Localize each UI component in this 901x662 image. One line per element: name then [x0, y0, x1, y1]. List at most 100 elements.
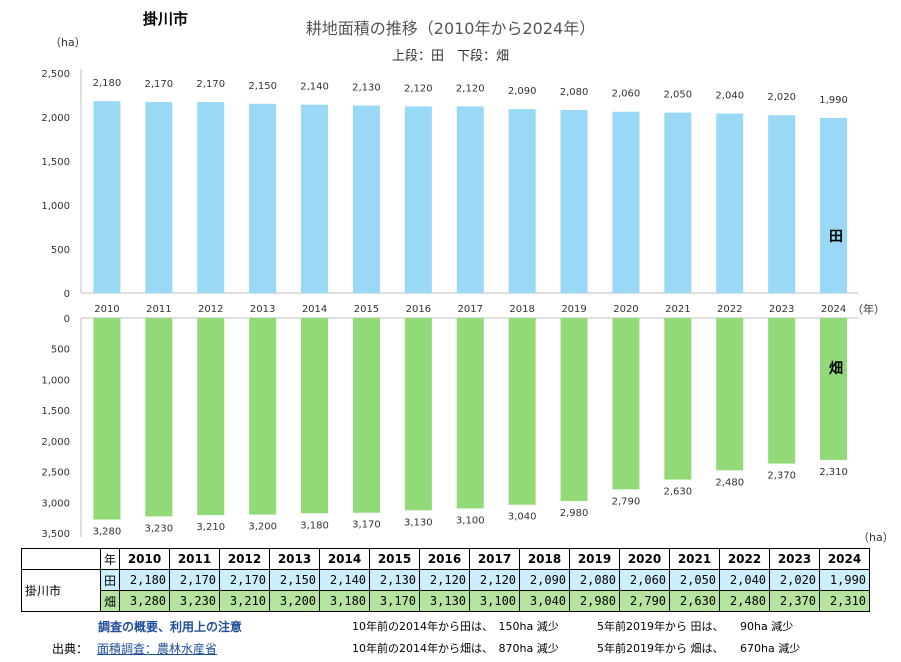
bottom-y-tick-label: 1,000: [41, 375, 70, 386]
table-cell: 2,790: [619, 590, 671, 612]
year-header-cell: 年: [99, 548, 121, 570]
x-tick-label-2011: 2011: [146, 304, 171, 315]
data-label-ta-2019: 2,080: [560, 87, 589, 98]
bottom-y-tick-label: 2,500: [41, 468, 70, 479]
bar-ha-2013: [249, 318, 277, 515]
x-tick-label-2014: 2014: [302, 304, 327, 315]
data-label-ha-2015: 3,170: [352, 520, 381, 531]
table-cell: 2,050: [669, 569, 721, 591]
data-label-ha-2016: 3,130: [404, 517, 433, 528]
bar-ha-2022: [716, 318, 744, 471]
bar-ta-2010: [93, 101, 121, 293]
data-label-ta-2013: 2,150: [248, 81, 277, 92]
table-cell: 3,210: [219, 590, 271, 612]
ta-10y-note: 10年前の2014年から田は、 150ha 減少: [352, 620, 559, 633]
table-cell: 2,120: [469, 569, 521, 591]
year-header-2010: 2010: [119, 548, 171, 570]
source-label: 出典：: [52, 642, 89, 656]
data-label-ta-2021: 2,050: [664, 90, 693, 101]
series-name-ha: 畑: [828, 361, 843, 377]
bar-ha-2011: [145, 318, 173, 517]
top-y-tick-label: 2,500: [41, 69, 70, 80]
table-cell: 2,120: [419, 569, 471, 591]
bar-ta-2013: [249, 103, 277, 293]
x-unit-label: （年）: [852, 302, 885, 316]
year-header-2012: 2012: [219, 548, 271, 570]
bar-ta-2018: [508, 109, 536, 293]
table-cell: 3,200: [269, 590, 321, 612]
table-cell: 3,100: [469, 590, 521, 612]
bar-ta-2015: [352, 105, 380, 293]
bar-ha-2014: [301, 318, 329, 514]
bar-ha-2016: [404, 318, 432, 511]
table-cell: 2,630: [669, 590, 721, 612]
year-header-2022: 2022: [719, 548, 771, 570]
data-label-ta-2017: 2,120: [456, 83, 485, 94]
year-header-2013: 2013: [269, 548, 321, 570]
top-y-tick-label: 500: [51, 245, 70, 256]
bar-ha-2020: [612, 318, 640, 490]
year-header-2019: 2019: [569, 548, 621, 570]
table-cell: 2,150: [269, 569, 321, 591]
data-label-ta-2024: 1,990: [819, 95, 848, 106]
table-cell: 3,280: [119, 590, 171, 612]
table-cell: 2,480: [719, 590, 771, 612]
ta-5y-note: 5年前2019年から 田は、 90ha 減少: [597, 620, 794, 633]
year-header-2021: 2021: [669, 548, 721, 570]
table-cell: 2,020: [769, 569, 821, 591]
city-title: 掛川市: [143, 10, 189, 28]
year-header-2016: 2016: [419, 548, 471, 570]
data-label-ha-2010: 3,280: [93, 526, 122, 537]
table-cell: 2,310: [819, 590, 871, 612]
bar-ta-2020: [612, 111, 640, 293]
table-cell: 3,230: [169, 590, 221, 612]
data-label-ha-2022: 2,480: [715, 477, 744, 488]
bottom-y-tick-label: 3,000: [41, 498, 70, 509]
bottom-y-tick-label: 500: [51, 345, 70, 356]
table-cell: 2,040: [719, 569, 771, 591]
top-y-unit: （ha）: [50, 36, 86, 49]
data-label-ta-2022: 2,040: [715, 90, 744, 101]
table-cell: 2,370: [769, 590, 821, 612]
x-tick-label-2021: 2021: [665, 304, 690, 315]
x-tick-label-2012: 2012: [198, 304, 223, 315]
bottom-y-tick-label: 1,500: [41, 406, 70, 417]
bottom-y-tick-label: 0: [64, 314, 70, 325]
chart-subtitle: 上段：田 下段：畑: [391, 49, 509, 64]
table-cell: 2,170: [169, 569, 221, 591]
table-cell: 3,130: [419, 590, 471, 612]
row-label-ta: 田: [99, 569, 121, 591]
notes-link[interactable]: 調査の概要、利用上の注意: [98, 620, 243, 634]
year-header-2015: 2015: [369, 548, 421, 570]
bottom-y-unit: （ha）: [858, 531, 894, 544]
table-row: 掛川市田 2,180 2,170 2,170 2,150 2,140 2,130 2,120 2…: [21, 569, 871, 612]
table-cell: 2,060: [619, 569, 671, 591]
top-y-tick-label: 0: [64, 289, 70, 300]
bar-ha-2012: [197, 318, 225, 516]
table-cell: 2,980: [569, 590, 621, 612]
table-corner-cell: [21, 548, 101, 570]
year-header-2017: 2017: [469, 548, 521, 570]
data-label-ta-2020: 2,060: [612, 89, 641, 100]
ha-10y-note: 10年前の2014年から畑は、 870ha 減少: [352, 642, 559, 655]
table-cell: 2,130: [369, 569, 421, 591]
bar-ha-2017: [456, 318, 484, 509]
ha-5y-note: 5年前2019年から 畑は、 670ha 減少: [597, 642, 801, 655]
data-label-ha-2018: 3,040: [508, 512, 537, 523]
bar-ta-2021: [664, 112, 692, 293]
x-tick-label-2013: 2013: [250, 304, 275, 315]
data-label-ta-2023: 2,020: [767, 92, 796, 103]
data-label-ha-2014: 3,180: [300, 520, 329, 531]
table-header-row: 年 2010 2011 2012 2013 2014 2015 2016 2017 2018 201…: [21, 548, 871, 570]
data-label-ha-2019: 2,980: [560, 508, 589, 519]
year-header-2023: 2023: [769, 548, 821, 570]
table-cell: 2,170: [219, 569, 271, 591]
source-link[interactable]: 面積調査：農林水産省: [97, 642, 218, 656]
table-cell: 2,180: [119, 569, 171, 591]
top-y-tick-label: 1,000: [41, 201, 70, 212]
bottom-y-tick-label: 2,000: [41, 437, 70, 448]
x-tick-label-2015: 2015: [354, 304, 379, 315]
x-tick-label-2023: 2023: [769, 304, 794, 315]
year-header-2014: 2014: [319, 548, 371, 570]
x-tick-label-2022: 2022: [717, 304, 742, 315]
